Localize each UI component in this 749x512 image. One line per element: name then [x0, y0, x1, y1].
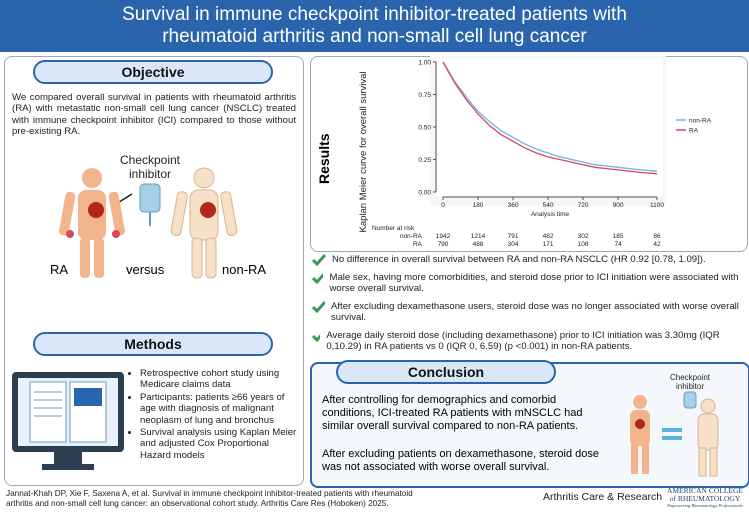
risk-row-name: RA — [413, 241, 423, 248]
citation-line: Jannat-Khah DP, Xie F, Saxena A, et al. … — [6, 489, 413, 498]
y-tick-label: 0.00 — [418, 190, 431, 197]
group-label: RA — [50, 262, 69, 277]
conclusion-figure: Checkpoint inhibitor — [630, 373, 719, 477]
x-tick-label: 0 — [441, 202, 445, 209]
objective-text: We compared overall survival in patients… — [12, 92, 296, 138]
risk-value: 304 — [508, 241, 519, 248]
logo-line: AMERICAN COLLEGE — [666, 486, 744, 495]
x-tick-label: 360 — [508, 202, 519, 209]
group-label: non-RA — [222, 262, 267, 277]
bullet: Survival analysis using Kaplan Meier and… — [140, 427, 300, 461]
ra-figure — [59, 168, 125, 278]
logo-line: Empowering Rheumatology Professionals — [667, 503, 743, 508]
conclusion-text: After controlling for demographics and c… — [322, 394, 583, 432]
x-tick-label: 900 — [613, 202, 624, 209]
result-text: Average daily steroid dose (including de… — [326, 329, 720, 353]
risk-value: 171 — [543, 241, 554, 248]
journal-name: Arthritis Care & Research — [543, 491, 663, 503]
bullet: Participants: patients ≥66 years of age … — [140, 392, 300, 426]
risk-value: 790 — [438, 241, 449, 248]
result-item: After excluding dexamethasone users, ste… — [312, 301, 744, 324]
check-icon — [312, 300, 325, 313]
check-icon — [312, 272, 324, 284]
iv-bag — [139, 183, 161, 226]
citation-line: arthritis and non-small cell lung cancer… — [6, 499, 389, 508]
results-bullets: No difference in overall survival betwee… — [312, 254, 744, 352]
risk-value: 488 — [473, 241, 484, 248]
risk-row-name: non-RA — [400, 233, 423, 240]
x-tick-label: 540 — [543, 202, 554, 209]
section-heading: Objective — [33, 60, 273, 84]
risk-value: 74 — [614, 241, 622, 248]
bullet: Retrospective cohort study using Medicar… — [140, 368, 300, 391]
check-icon — [312, 333, 321, 342]
section-heading: Conclusion — [336, 360, 556, 384]
x-tick-label: 1100 — [650, 202, 664, 209]
y-tick-label: 1.00 — [418, 60, 431, 67]
citation: Jannat-Khah DP, Xie F, Saxena A, et al. … — [6, 489, 413, 509]
risk-value: 1942 — [436, 233, 451, 240]
section-heading: Methods — [33, 332, 273, 356]
risk-value: 791 — [508, 233, 519, 240]
logo-line: of RHEUMATOLOGY — [669, 494, 741, 503]
group-label: versus — [126, 262, 165, 277]
km-chart: Kaplan Meier curve for overall survival 0… — [358, 56, 712, 248]
risk-value: 86 — [653, 233, 661, 240]
conclusion-text: After excluding patients on dexamethason… — [322, 448, 600, 473]
risk-value: 108 — [578, 241, 589, 248]
legend-label: RA — [689, 128, 699, 135]
risk-value: 482 — [543, 233, 554, 240]
objective-figure: Checkpoint inhibitor — [59, 153, 238, 279]
y-axis-label: Kaplan Meier curve for overall survival — [358, 71, 369, 232]
figure-label: inhibitor — [676, 382, 704, 391]
risk-value: 185 — [613, 233, 624, 240]
x-axis-label: Analysis time — [531, 211, 570, 218]
result-item: Average daily steroid dose (including de… — [312, 330, 744, 353]
x-tick-label: 720 — [578, 202, 589, 209]
result-text: Male sex, having more comorbidities, and… — [329, 272, 739, 295]
figure-label: inhibitor — [129, 167, 171, 181]
y-tick-label: 0.50 — [418, 125, 431, 132]
risk-value: 1214 — [471, 233, 486, 240]
legend-label: non-RA — [689, 118, 712, 125]
result-text: After excluding dexamethasone users, ste… — [330, 300, 739, 324]
chart-bg — [437, 58, 663, 196]
title-line: rheumatoid arthritis and non-small cell … — [162, 26, 587, 47]
title-line: Survival in immune checkpoint inhibitor-… — [122, 4, 627, 25]
survival-curve — [442, 61, 658, 175]
figure-label: Checkpoint — [670, 373, 711, 382]
result-item: No difference in overall survival betwee… — [312, 254, 744, 266]
risk-value: 42 — [653, 241, 661, 248]
y-tick-label: 0.25 — [418, 157, 431, 164]
x-tick-label: 180 — [473, 202, 484, 209]
risk-value: 302 — [578, 233, 589, 240]
header: Survival in immune checkpoint inhibitor-… — [0, 0, 749, 52]
figure-label: Checkpoint — [120, 153, 181, 167]
nonra-figure — [170, 167, 238, 279]
acr-logo: AMERICAN COLLEGE of RHEUMATOLOGY Empower… — [664, 487, 746, 509]
check-icon — [312, 254, 326, 266]
bullet-list: Retrospective cohort study using Medicar… — [128, 368, 300, 461]
result-item: Male sex, having more comorbidities, and… — [312, 272, 744, 295]
risk-title: Number at risk — [372, 225, 415, 232]
y-tick-label: 0.75 — [418, 92, 431, 99]
methods-bullets: Retrospective cohort study using Medicar… — [128, 368, 300, 462]
methods-icon — [12, 372, 124, 470]
survival-curve — [442, 61, 658, 172]
result-text: No difference in overall survival betwee… — [332, 254, 706, 265]
